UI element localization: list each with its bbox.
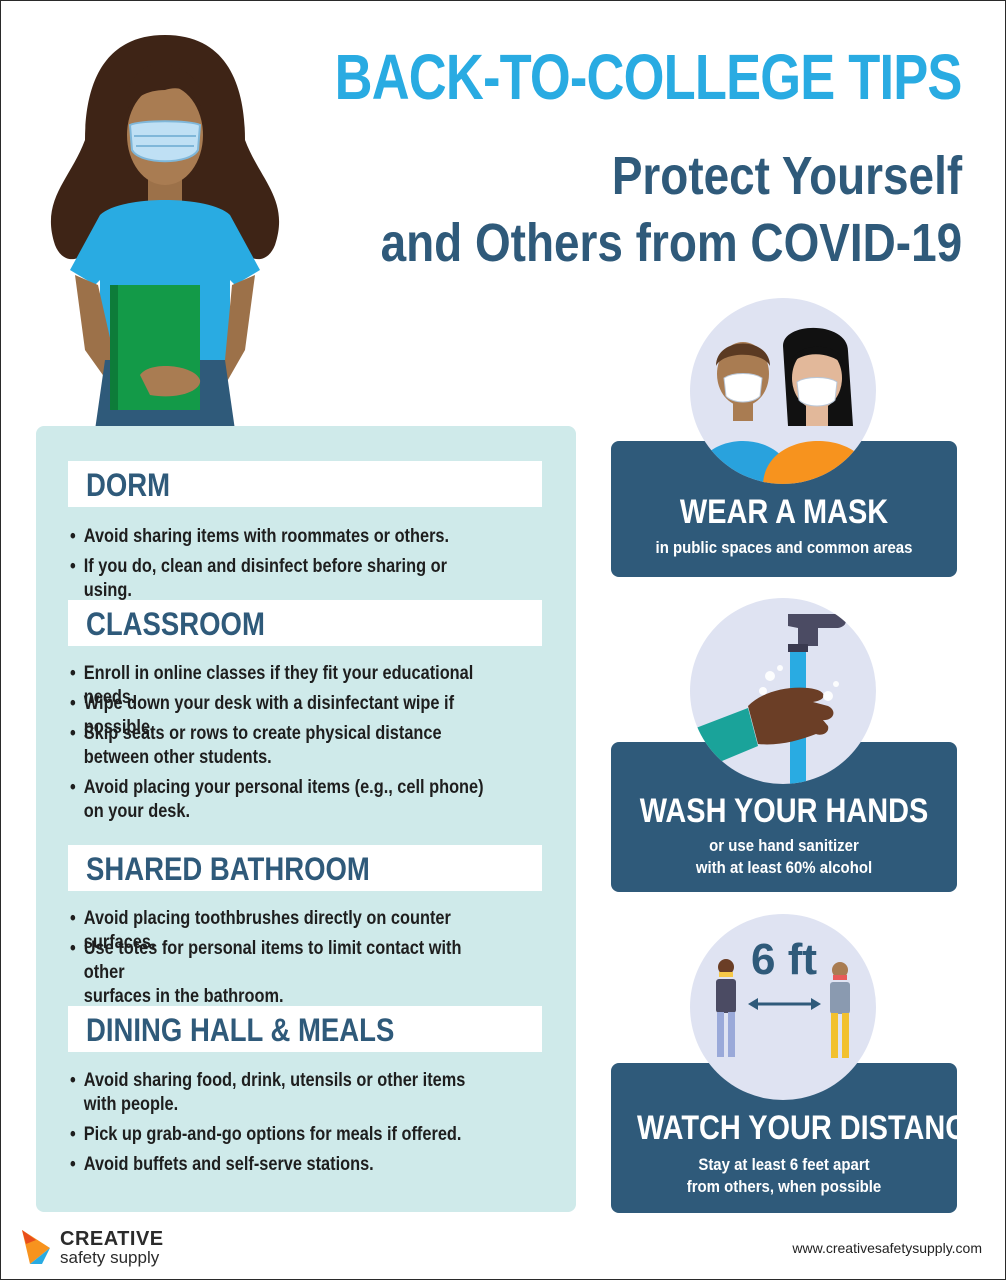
student-illustration <box>50 35 280 430</box>
tip-dining-2: • Pick up grab-and-go options for meals i… <box>70 1124 462 1145</box>
card-watch-distance-title: WATCH YOUR DISTANCE <box>636 1109 986 1147</box>
card-wear-mask-title: WEAR A MASK <box>679 493 889 531</box>
tip-classroom-2: • Wipe down your desk with a disinfectant… <box>70 693 455 738</box>
social-distance-icon: 6 ft <box>690 914 876 1100</box>
card-watch-distance-subtitle-2: from others, when possible <box>686 1177 882 1196</box>
tip-classroom-3: • Skip seats or rows to create physical d… <box>70 723 442 768</box>
section-heading-bathroom: SHARED BATHROOM <box>68 845 542 891</box>
tip-bathroom-1: • Avoid placing toothbrushes directly on … <box>70 908 451 953</box>
creative-safety-supply-logo: CREATIVE safety supply <box>20 1228 220 1268</box>
card-watch-distance-subtitle-1: Stay at least 6 feet apart <box>698 1155 870 1174</box>
poster-title: BACK-TO-COLLEGE TIPS <box>335 41 963 113</box>
card-wear-mask-subtitle: in public spaces and common areas <box>655 538 913 557</box>
section-heading-dorm: DORM <box>68 461 542 507</box>
website-url[interactable]: www.creativesafetysupply.com <box>792 1240 982 1256</box>
section-heading-classroom: CLASSROOM <box>68 600 542 646</box>
tip-dorm-2: • If you do, clean and disinfect before s… <box>70 556 447 601</box>
tips-panel <box>36 426 576 1212</box>
tip-dorm-1: • Avoid sharing items with roommates or o… <box>70 526 450 547</box>
section-heading-dining: DINING HALL & MEALS <box>68 1006 542 1052</box>
logo-text-line1: CREATIVE <box>60 1228 164 1250</box>
card-wash-hands-subtitle-2: with at least 60% alcohol <box>695 858 873 877</box>
logo-text-line2: safety supply <box>60 1248 160 1267</box>
card-wash-hands-title: WASH YOUR HANDS <box>639 792 929 830</box>
distance-label: 6 ft <box>751 935 817 984</box>
poster-subtitle-line1: Protect Yourself <box>611 146 962 206</box>
poster-subtitle-line2: and Others from COVID-19 <box>380 213 962 273</box>
tip-classroom-1: • Enroll in online classes if they fit yo… <box>70 663 474 708</box>
masked-people-icon <box>690 298 876 484</box>
hand-washing-icon <box>690 598 876 784</box>
tip-dining-3: • Avoid buffets and self-serve stations. <box>70 1154 374 1175</box>
tip-dining-1: • Avoid sharing food, drink, utensils or … <box>70 1070 466 1115</box>
tip-classroom-4: • Avoid placing your personal items (e.g.… <box>70 777 484 822</box>
tip-bathroom-2: • Use totes for personal items to limit c… <box>70 938 462 1007</box>
logo-mark-icon <box>22 1230 50 1264</box>
card-wash-hands-subtitle-1: or use hand sanitizer <box>709 836 859 855</box>
